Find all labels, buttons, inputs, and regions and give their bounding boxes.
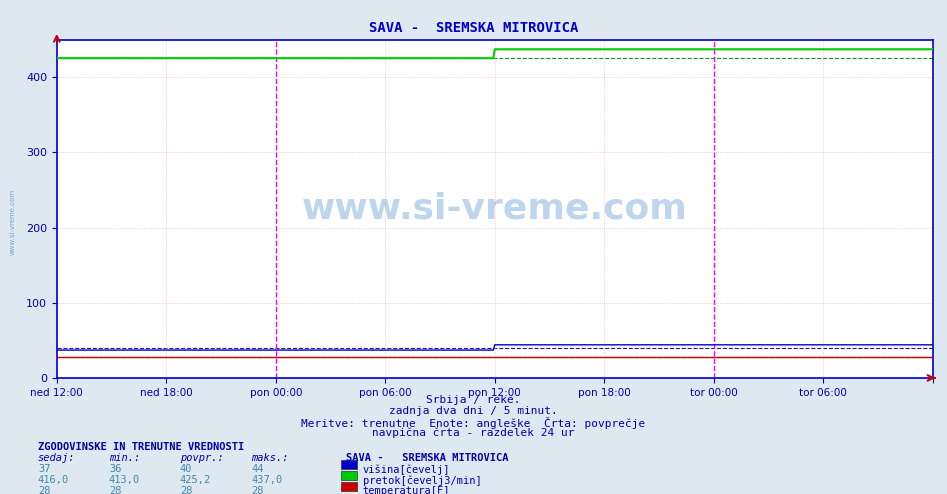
- Text: 36: 36: [109, 464, 121, 474]
- Text: navpična črta - razdelek 24 ur: navpična črta - razdelek 24 ur: [372, 428, 575, 438]
- Text: 28: 28: [180, 486, 192, 494]
- Text: višina[čevelj]: višina[čevelj]: [363, 464, 450, 475]
- Text: zadnja dva dni / 5 minut.: zadnja dva dni / 5 minut.: [389, 406, 558, 416]
- Text: ZGODOVINSKE IN TRENUTNE VREDNOSTI: ZGODOVINSKE IN TRENUTNE VREDNOSTI: [38, 442, 244, 452]
- Text: 437,0: 437,0: [251, 475, 282, 485]
- Text: maks.:: maks.:: [251, 453, 289, 463]
- Text: 416,0: 416,0: [38, 475, 69, 485]
- Text: 40: 40: [180, 464, 192, 474]
- Text: temperatura[F]: temperatura[F]: [363, 486, 450, 494]
- Text: www.si-vreme.com: www.si-vreme.com: [302, 192, 688, 226]
- Text: sedaj:: sedaj:: [38, 453, 76, 463]
- Text: 28: 28: [38, 486, 50, 494]
- Text: www.si-vreme.com: www.si-vreme.com: [9, 189, 15, 255]
- Text: 28: 28: [109, 486, 121, 494]
- Text: Meritve: trenutne  Enote: angleške  Črta: povprečje: Meritve: trenutne Enote: angleške Črta: …: [301, 417, 646, 429]
- Text: Srbija / reke.: Srbija / reke.: [426, 395, 521, 405]
- Text: min.:: min.:: [109, 453, 140, 463]
- Text: 425,2: 425,2: [180, 475, 211, 485]
- Text: pretok[čevelj3/min]: pretok[čevelj3/min]: [363, 475, 481, 486]
- Text: SAVA -   SREMSKA MITROVICA: SAVA - SREMSKA MITROVICA: [346, 453, 509, 463]
- Text: SAVA -  SREMSKA MITROVICA: SAVA - SREMSKA MITROVICA: [368, 21, 579, 35]
- Text: 413,0: 413,0: [109, 475, 140, 485]
- Text: 37: 37: [38, 464, 50, 474]
- Text: povpr.:: povpr.:: [180, 453, 223, 463]
- Text: 28: 28: [251, 486, 263, 494]
- Text: 44: 44: [251, 464, 263, 474]
